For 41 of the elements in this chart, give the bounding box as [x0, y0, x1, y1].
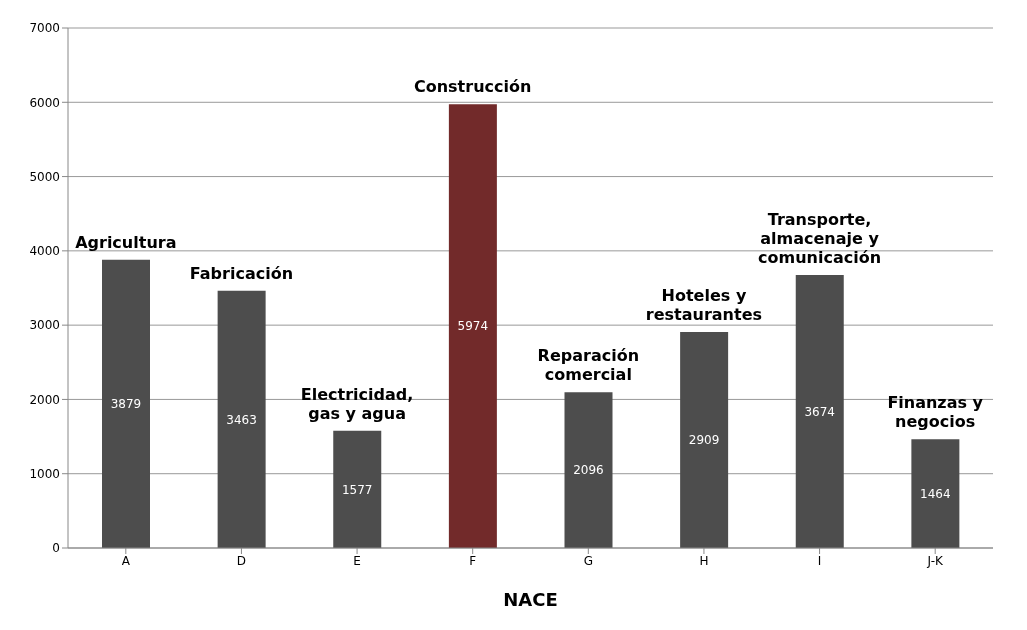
y-tick-label: 4000: [29, 244, 60, 259]
y-tick-label: 3000: [29, 318, 60, 333]
bar: [680, 331, 729, 548]
x-tick-label: F: [469, 553, 477, 568]
data-label: 5974: [457, 319, 489, 334]
data-label: 3463: [226, 412, 257, 427]
annotation: Construcción: [413, 77, 532, 97]
x-tick-label: I: [817, 553, 822, 568]
annotation: Finanzas y negocios: [887, 393, 984, 432]
annotation: Agricultura: [75, 232, 177, 252]
x-axis-title: NACE: [503, 589, 558, 610]
y-tick-label: 2000: [29, 392, 60, 407]
y-tick-label: 0: [52, 541, 60, 556]
data-label: 2096: [573, 463, 604, 478]
x-tick-label: A: [121, 553, 131, 568]
annotation: Reparación comercial: [537, 346, 640, 385]
x-tick-label: J-K: [926, 553, 944, 568]
bar: [333, 430, 382, 548]
data-label: 3674: [804, 404, 836, 419]
data-label: 3879: [110, 397, 142, 412]
x-tick-label: H: [699, 553, 709, 568]
bar: [564, 392, 613, 548]
annotation: Hoteles y restaurantes: [645, 285, 763, 324]
bar: [217, 290, 266, 548]
x-tick-label: G: [583, 553, 593, 568]
x-tick-label: E: [353, 553, 361, 568]
y-tick-label: 7000: [29, 21, 60, 36]
bar: [448, 104, 497, 548]
y-tick-label: 1000: [29, 466, 60, 481]
bar: [102, 259, 150, 548]
bar: [911, 439, 960, 548]
y-tick-label: 6000: [29, 95, 60, 110]
data-label: 1464: [920, 486, 951, 501]
data-label: 2909: [688, 433, 720, 448]
annotation: Transporte, almacenaje y comunicación: [758, 210, 882, 268]
annotation: Electricidad, gas y agua: [300, 384, 414, 423]
annotation: Fabricación: [189, 263, 294, 283]
y-tick-label: 5000: [29, 169, 60, 184]
x-tick-label: D: [236, 553, 247, 568]
data-label: 1577: [341, 482, 373, 497]
bar: [795, 275, 844, 548]
